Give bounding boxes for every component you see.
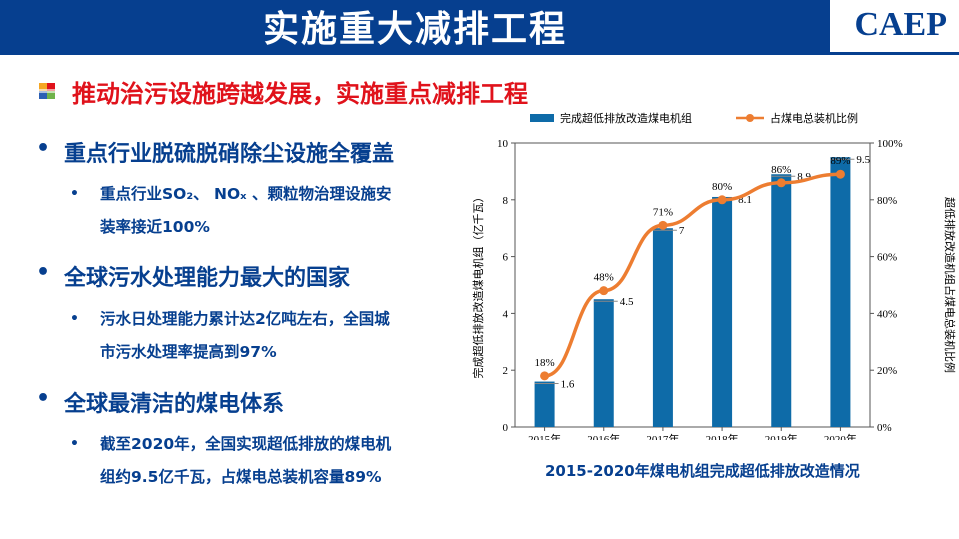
line-point bbox=[658, 220, 668, 230]
legend-label-bars: 完成超低排放改造煤电机组 bbox=[560, 111, 692, 125]
legend-label-line: 占煤电总装机比例 bbox=[770, 111, 858, 125]
header: 实施重大减排工程 CAEP bbox=[0, 0, 959, 52]
y2-tick-label: 0% bbox=[877, 422, 892, 434]
bullet-emission-facilities: • 重点行业SO₂、 NOₓ 、颗粒物治理设施安 装率接近100% bbox=[70, 178, 391, 244]
subtitle-row: 推动治污设施跨越发展，实施重点减排工程 bbox=[36, 74, 528, 109]
y-tick-label: 8 bbox=[503, 195, 509, 207]
chart-title: 2015-2020年煤电机组完成超低排放改造情况 bbox=[545, 462, 860, 480]
line-point bbox=[717, 195, 727, 205]
x-tick-label: 2019年 bbox=[765, 432, 798, 440]
y-tick-label: 0 bbox=[503, 422, 509, 434]
x-tick-label: 2017年 bbox=[646, 432, 679, 440]
bullet-line: 截至2020年，全国实现超低排放的煤电机 bbox=[100, 435, 392, 453]
y2-tick-label: 20% bbox=[877, 365, 897, 377]
y-tick-label: 10 bbox=[497, 138, 509, 150]
bullet-line: 污水日处理能力累计达2亿吨左右，全国城 bbox=[100, 310, 390, 328]
header-divider bbox=[0, 52, 959, 55]
y-tick-label: 6 bbox=[503, 252, 509, 264]
line-point bbox=[776, 178, 786, 188]
bar bbox=[712, 196, 733, 427]
legend-swatch-bars bbox=[530, 114, 554, 122]
x-tick-label: 2016年 bbox=[587, 432, 620, 440]
x-tick-label: 2018年 bbox=[706, 432, 739, 440]
bullet-text: 重点行业脱硫脱硝除尘设施全覆盖 bbox=[64, 142, 395, 167]
chart: 完成超低排放改造煤电机组 占煤电总装机比例 0 2 4 6 8 10 0% 20% 40% 60% 80… bbox=[460, 100, 959, 446]
bar-value-label: 1.6 bbox=[561, 379, 575, 391]
plot-frame bbox=[514, 142, 871, 428]
y-axis-label: 完成超低排放改造煤电机组（亿千瓦） bbox=[471, 192, 485, 379]
line-value-label: 18% bbox=[534, 357, 554, 369]
line-point bbox=[835, 169, 845, 179]
bullet-dot: • bbox=[70, 311, 79, 327]
bullet-desulfurization: • 重点行业脱硫脱硝除尘设施全覆盖 bbox=[36, 136, 394, 168]
bullet-text: 全球污水处理能力最大的国家 bbox=[64, 266, 351, 291]
bullet-line: 装率接近100% bbox=[100, 218, 210, 236]
line-point bbox=[540, 371, 550, 381]
bullet-dot: • bbox=[70, 436, 79, 452]
bullet-text: 全球最清洁的煤电体系 bbox=[64, 392, 285, 417]
y2-tick-label: 40% bbox=[877, 308, 897, 320]
line-value-label: 89% bbox=[830, 155, 850, 167]
bar-value-label: 7 bbox=[679, 225, 685, 237]
slide-bullet-icon bbox=[36, 82, 58, 99]
page-title: 实施重大减排工程 bbox=[262, 9, 567, 50]
y2-axis-label: 超低排放改造机组占煤电总装机比例 bbox=[943, 197, 957, 373]
series-line bbox=[544, 172, 841, 378]
bullet-line: 重点行业SO₂、 NOₓ 、颗粒物治理设施安 bbox=[100, 185, 392, 203]
bullet-dot: • bbox=[36, 136, 51, 161]
bullet-line: 组约9.5亿千瓦，占煤电总装机容量89% bbox=[100, 468, 382, 486]
y2-tick-label: 100% bbox=[877, 138, 903, 150]
x-tick-label: 2015年 bbox=[528, 432, 561, 440]
bullet-sewage-capacity: • 污水日处理能力累计达2亿吨左右，全国城 市污水处理率提高到97% bbox=[70, 303, 390, 369]
bar-value-label: 4.5 bbox=[620, 296, 634, 308]
subtitle: 推动治污设施跨越发展，实施重点减排工程 bbox=[72, 80, 528, 108]
line-value-label: 86% bbox=[771, 164, 791, 176]
line-value-label: 71% bbox=[653, 206, 673, 218]
bar-value-label: 9.5 bbox=[856, 154, 870, 166]
y2-tick-label: 80% bbox=[877, 195, 897, 207]
bullet-sewage: • 全球污水处理能力最大的国家 bbox=[36, 260, 350, 292]
y2-tick-label: 60% bbox=[877, 252, 897, 264]
chart-svg: 完成超低排放改造煤电机组 占煤电总装机比例02468100%20%40%60%80… bbox=[471, 111, 957, 446]
bar bbox=[830, 157, 851, 427]
bullet-dot: • bbox=[36, 386, 51, 411]
legend-marker-line bbox=[746, 114, 754, 122]
bullet-dot: • bbox=[70, 186, 79, 202]
line-value-label: 48% bbox=[594, 272, 614, 284]
bullet-dot: • bbox=[36, 260, 51, 285]
line-point bbox=[599, 286, 609, 296]
bullet-line: 市污水处理率提高到97% bbox=[100, 343, 277, 361]
y-tick-label: 2 bbox=[503, 365, 509, 377]
bullet-clean-coal: • 全球最清洁的煤电体系 bbox=[36, 386, 284, 418]
bullet-coal-units: • 截至2020年，全国实现超低排放的煤电机 组约9.5亿千瓦，占煤电总装机容量… bbox=[70, 428, 391, 494]
bar bbox=[771, 174, 792, 427]
title-bar: 实施重大减排工程 bbox=[0, 0, 830, 52]
y-tick-label: 4 bbox=[503, 308, 509, 320]
x-tick-label: 2020年 bbox=[824, 432, 857, 440]
bar bbox=[593, 299, 614, 427]
bar bbox=[534, 381, 555, 427]
bar bbox=[652, 228, 673, 427]
caep-logo: CAEP bbox=[854, 6, 947, 43]
line-value-label: 80% bbox=[712, 181, 732, 193]
